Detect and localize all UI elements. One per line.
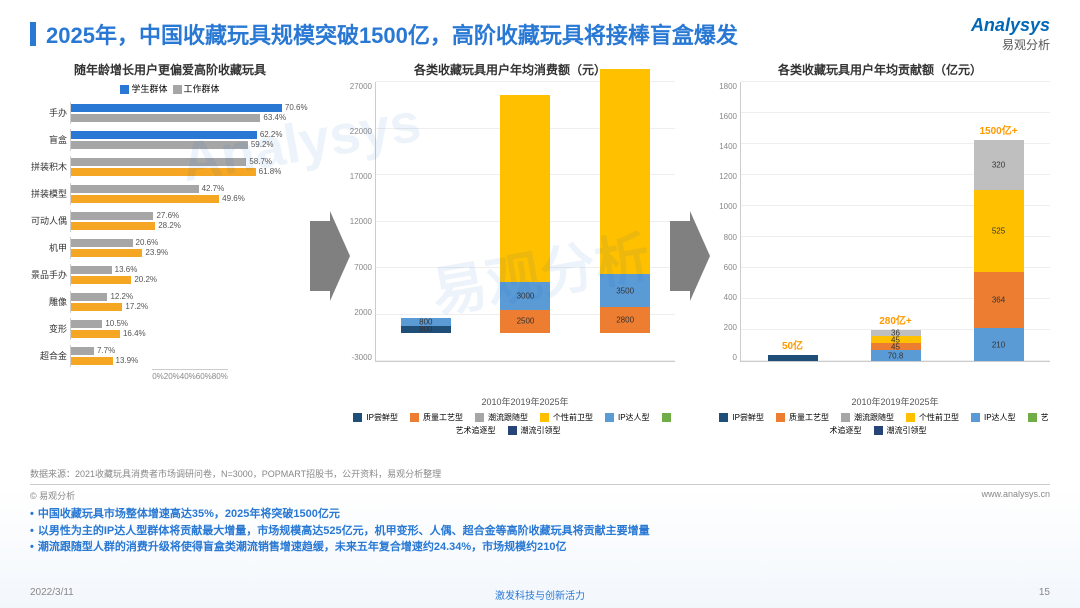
hbar-row: 拼装模型42.7%49.6% <box>30 180 310 207</box>
copyright: © 易观分析 <box>30 489 75 502</box>
arrow-icon <box>670 211 710 301</box>
hbar-row: 手办70.6%63.4% <box>30 99 310 126</box>
bullet-item: 中国收藏玩具市场整体增速高达35%，2025年将突破1500亿元 <box>30 506 1050 523</box>
bullet-item: 以男性为主的IP达人型群体将贡献最大增量，市场规模高达525亿元，机甲变形、人偶… <box>30 523 1050 540</box>
hbar-row: 拼装积木58.7%61.8% <box>30 153 310 180</box>
hbar-row: 雕像12.2%17.2% <box>30 288 310 315</box>
logo-text: Analysys <box>971 15 1050 36</box>
chart2: 各类收藏玩具用户年均消费额（元） -3000200070001200017000… <box>345 61 675 461</box>
stacked-bar: 2103645253201500亿+ <box>974 140 1024 361</box>
stacked-bar: 70.8454536280亿+ <box>871 330 921 361</box>
stacked-bar: 25003000 <box>500 95 550 333</box>
hbar-row: 盲盒62.2%59.2% <box>30 126 310 153</box>
footer: 2022/3/11 激发科技与创新活力 15 <box>30 587 1050 598</box>
hbar-row: 变形10.5%16.4% <box>30 315 310 342</box>
footer-center: 激发科技与创新活力 <box>495 587 585 602</box>
chart1-legend: 学生群体 工作群体 <box>120 82 219 95</box>
page-title: 2025年，中国收藏玩具规模突破1500亿，高阶收藏玩具将接棒盲盒爆发 <box>46 18 738 50</box>
hbar-row: 超合金7.7%13.9% <box>30 342 310 369</box>
title-bar <box>30 22 36 46</box>
logo-sub: 易观分析 <box>971 36 1050 53</box>
chart2-title: 各类收藏玩具用户年均消费额（元） <box>414 61 606 78</box>
bullet-item: 潮流跟随型人群的消费升级将使得盲盒类潮流销售增速趋缓，未来五年复合增速约24.3… <box>30 539 1050 556</box>
source-text: 数据来源：2021收藏玩具消费者市场调研问卷，N=3000，POPMART招股书… <box>30 467 1050 480</box>
footer-page: 15 <box>1039 587 1050 598</box>
chart1: 随年龄增长用户更偏爱高阶收藏玩具 学生群体 工作群体 手办70.6%63.4%盲… <box>30 61 310 461</box>
bullet-list: 中国收藏玩具市场整体增速高达35%，2025年将突破1500亿元以男性为主的IP… <box>30 506 1050 556</box>
chart3-title: 各类收藏玩具用户年均贡献额（亿元） <box>778 61 982 78</box>
hbar-row: 可动人偶27.6%28.2% <box>30 207 310 234</box>
stacked-bar: 50亿 <box>768 355 818 361</box>
hbar-row: 景品手办13.6%20.2% <box>30 261 310 288</box>
stacked-bar: 800800 <box>401 318 451 333</box>
logo: Analysys 易观分析 <box>971 15 1050 53</box>
chart1-title: 随年龄增长用户更偏爱高阶收藏玩具 <box>74 61 266 78</box>
footer-date: 2022/3/11 <box>30 587 74 598</box>
hbar-row: 机甲20.6%23.9% <box>30 234 310 261</box>
web-url: www.analysys.cn <box>981 489 1050 502</box>
arrow-icon <box>310 211 350 301</box>
stacked-bar: 28003500 <box>600 69 650 333</box>
header: 2025年，中国收藏玩具规模突破1500亿，高阶收藏玩具将接棒盲盒爆发 Anal… <box>30 15 1050 53</box>
chart3: 各类收藏玩具用户年均贡献额（亿元） 0200400600800100012001… <box>710 61 1050 461</box>
